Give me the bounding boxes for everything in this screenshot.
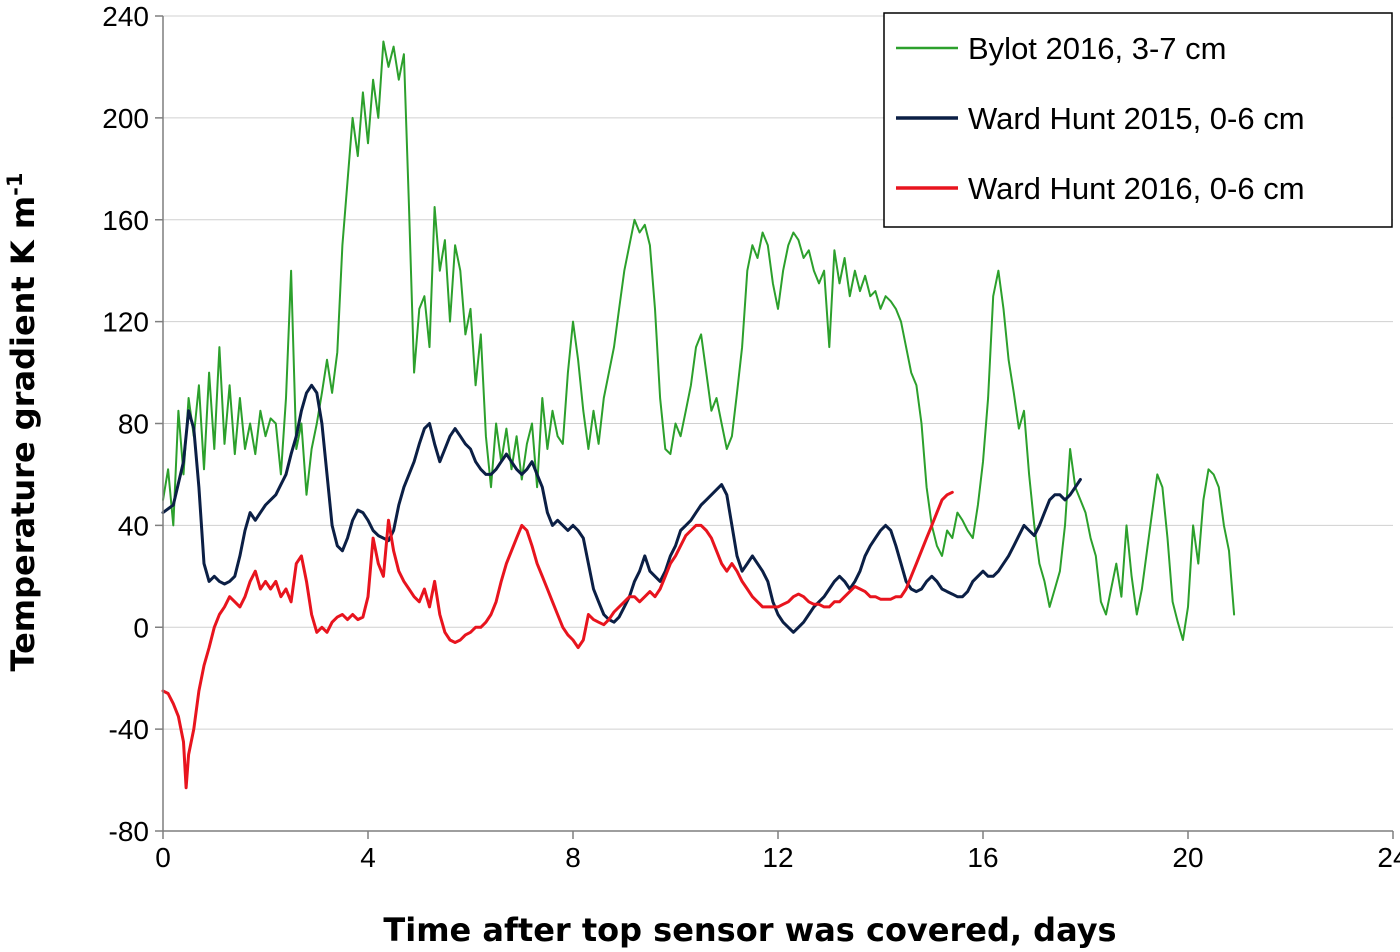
- y-tick-label: 240: [102, 1, 149, 32]
- series-line-2: [161, 383, 1082, 634]
- legend-label-3: Ward Hunt 2016, 0-6 cm: [968, 171, 1305, 206]
- y-axis-title-superscript: -1: [3, 173, 27, 196]
- series-lines: [161, 40, 1236, 790]
- y-tick-label: 120: [102, 307, 149, 338]
- x-tick-label: 16: [967, 842, 998, 873]
- y-axis-title: Temperature gradient K m-1: [3, 173, 42, 672]
- y-tick-label: 40: [118, 510, 149, 541]
- legend-label-2: Ward Hunt 2015, 0-6 cm: [968, 101, 1305, 136]
- series-line-1: [162, 40, 1236, 641]
- y-tick-label: 80: [118, 409, 149, 440]
- y-tick-label: 160: [102, 205, 149, 236]
- x-axis-title: Time after top sensor was covered, days: [383, 911, 1116, 949]
- grid-lines: [163, 15, 1393, 730]
- x-tick-label: 20: [1172, 842, 1203, 873]
- y-tick-label: -40: [109, 714, 149, 745]
- legend: Bylot 2016, 3-7 cm Ward Hunt 2015, 0-6 cm…: [883, 12, 1393, 228]
- series-line-3: [161, 490, 954, 790]
- tick-labels: -80 -40 0 40 80 120 160 200 240 0 4 8 12 16 20 24: [102, 1, 1400, 873]
- y-tick-label: 200: [102, 103, 149, 134]
- x-tick-label: 24: [1377, 842, 1400, 873]
- axes: [155, 15, 1394, 839]
- y-tick-label: 0: [133, 612, 149, 643]
- y-tick-label: -80: [109, 816, 149, 847]
- x-tick-label: 8: [565, 842, 581, 873]
- legend-box: [883, 12, 1393, 228]
- y-axis-title-main: Temperature gradient K m: [4, 196, 42, 672]
- x-tick-label: 4: [360, 842, 376, 873]
- x-tick-label: 12: [762, 842, 793, 873]
- legend-label-1: Bylot 2016, 3-7 cm: [968, 31, 1226, 66]
- x-tick-label: 0: [155, 842, 171, 873]
